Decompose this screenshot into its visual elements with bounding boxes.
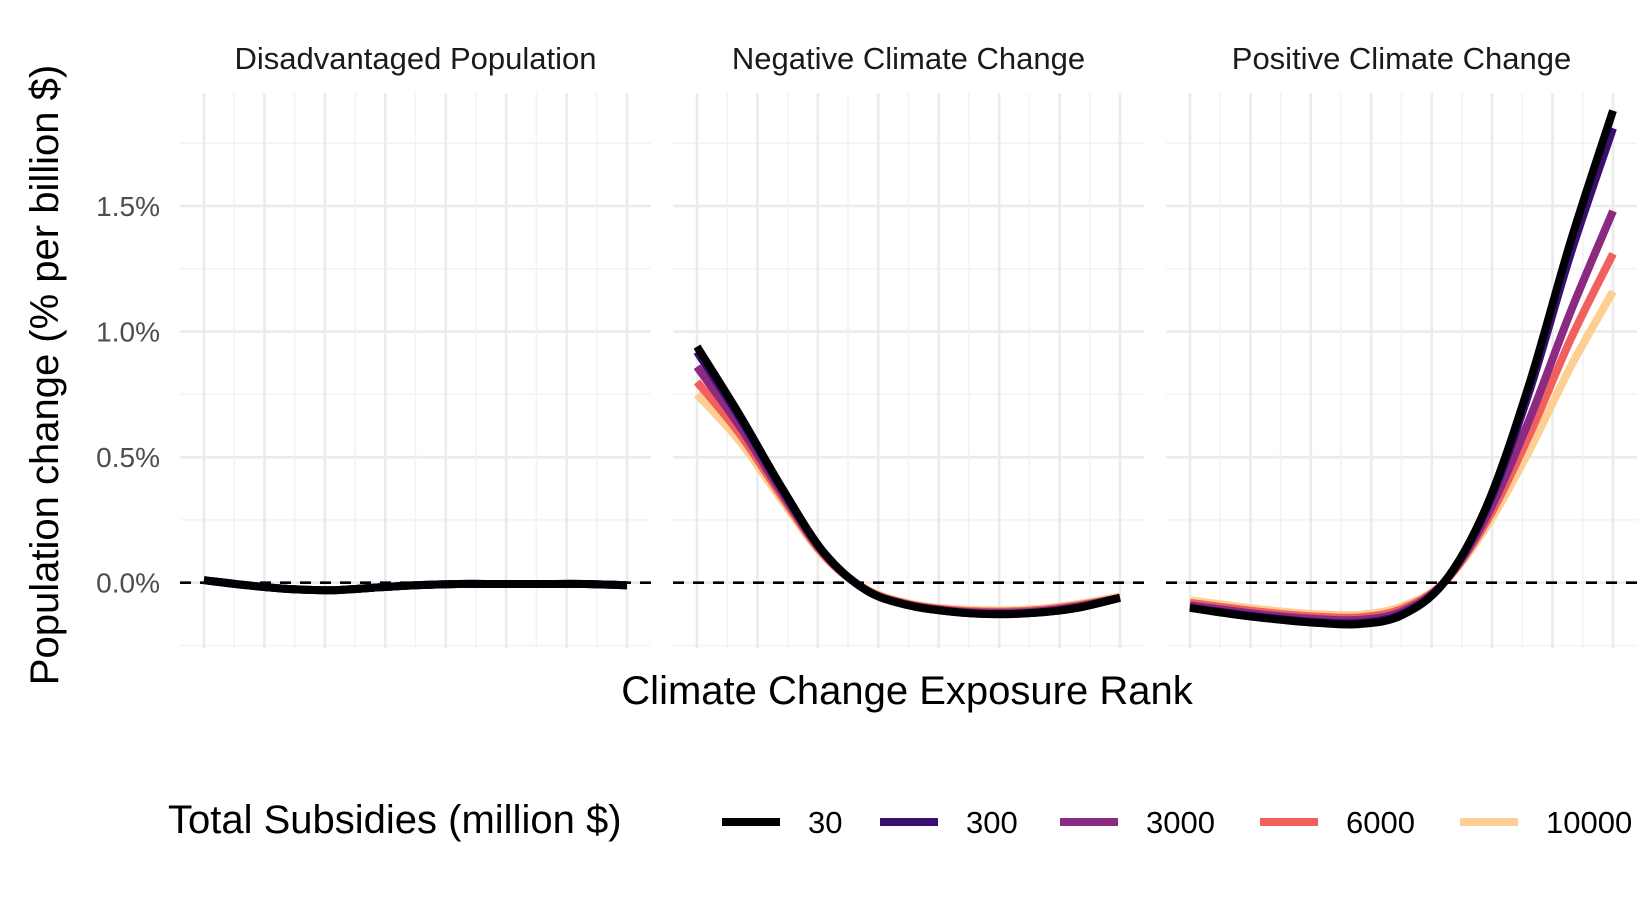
legend-label: 3000 xyxy=(1146,805,1215,840)
legend-item-3000: 3000 xyxy=(1060,805,1215,840)
legend-label: 30 xyxy=(808,805,842,840)
legend-item-300: 300 xyxy=(880,805,1018,840)
legend-label: 6000 xyxy=(1346,805,1415,840)
y-tick-label: 0.0% xyxy=(96,568,160,599)
legend-label: 10000 xyxy=(1546,805,1632,840)
facet-panel-1: Disadvantaged Population xyxy=(180,41,651,648)
y-tick-label: 0.5% xyxy=(96,442,160,473)
legend: Total Subsidies (million $) 30 300 3000 600… xyxy=(168,798,1632,842)
y-tick-label: 1.0% xyxy=(96,317,160,348)
facet-panel-2: Negative Climate Change xyxy=(673,41,1144,648)
y-tick-label: 1.5% xyxy=(96,191,160,222)
legend-items: 30 300 3000 6000 10000 xyxy=(722,805,1632,840)
facet-title: Positive Climate Change xyxy=(1232,41,1571,76)
series-line-30 xyxy=(1189,109,1617,629)
x-axis-title: Climate Change Exposure Rank xyxy=(621,669,1193,713)
y-axis-ticks: 0.0% 0.5% 1.0% 1.5% xyxy=(96,191,160,599)
facet-title: Negative Climate Change xyxy=(732,41,1085,76)
facet-panel-3: Positive Climate Change xyxy=(1166,41,1637,648)
series-line-30 xyxy=(693,344,1121,619)
legend-title: Total Subsidies (million $) xyxy=(168,798,622,842)
legend-item-10000: 10000 xyxy=(1460,805,1632,840)
facet-title: Disadvantaged Population xyxy=(235,41,597,76)
series-line-30 xyxy=(203,576,628,595)
legend-label: 300 xyxy=(966,805,1018,840)
y-axis-title: Population change (% per billion $) xyxy=(23,65,67,685)
legend-item-30: 30 xyxy=(722,805,842,840)
legend-item-6000: 6000 xyxy=(1260,805,1415,840)
facet-panels: Disadvantaged Population Negative Climate… xyxy=(180,41,1637,648)
